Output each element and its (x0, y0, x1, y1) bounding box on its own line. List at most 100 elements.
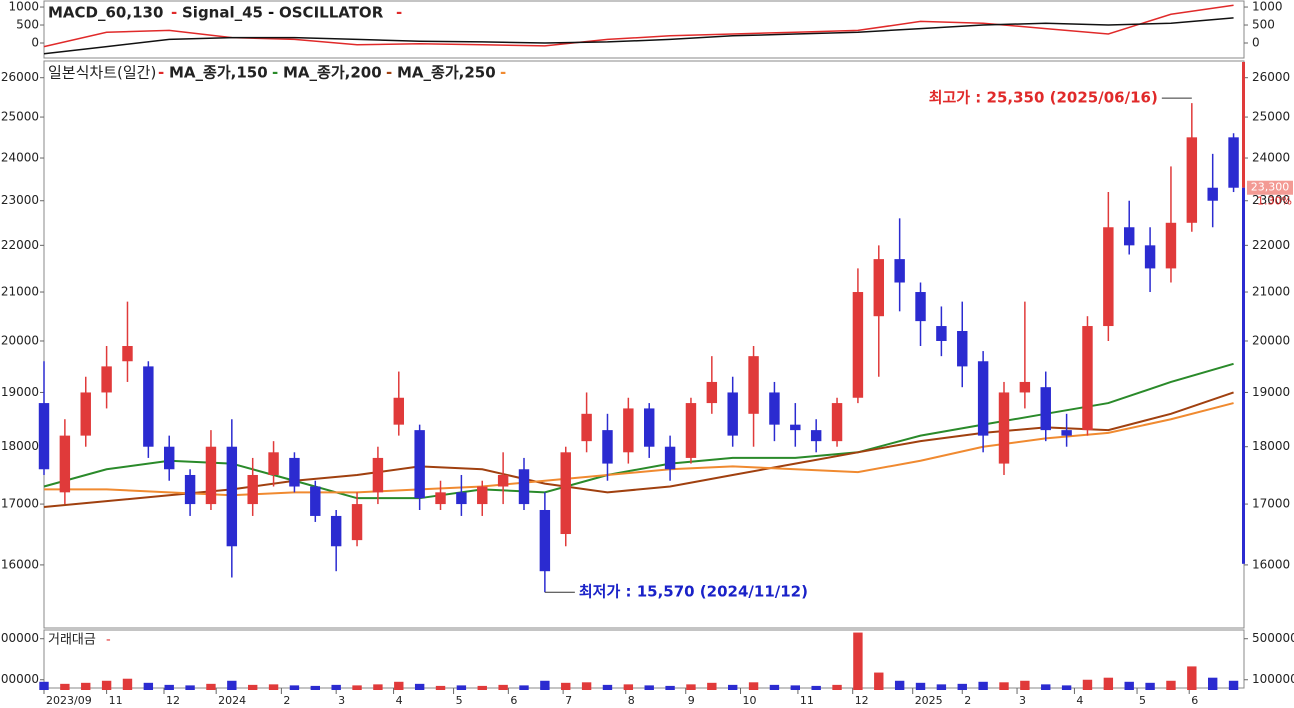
volume-bar (853, 632, 863, 690)
x-tick-label: 10 (743, 694, 757, 707)
x-tick-label: 6 (510, 694, 517, 707)
candle-body (977, 361, 989, 436)
y-tick-label: 18000 (1, 439, 39, 453)
candle-body (164, 446, 175, 470)
y-tick-label: 17000 (1252, 497, 1290, 511)
candle-body (664, 446, 676, 470)
candle-body (748, 356, 759, 414)
volume-bar (227, 680, 237, 690)
volume-bar (101, 680, 112, 690)
y-tick-label: 24000 (1, 151, 39, 165)
candle-body (456, 492, 467, 505)
y-tick-label: 25000 (1, 110, 39, 124)
legend-label: MA_종가,250 (397, 64, 496, 82)
candle-body (247, 474, 258, 505)
candle-body (414, 430, 425, 499)
y-tick-label: 0 (31, 36, 39, 50)
volume-bar (915, 682, 926, 690)
volume-bar (936, 684, 947, 690)
y-tick-label: 24000 (1252, 151, 1290, 165)
legend-label: MA_종가,150 (169, 64, 268, 82)
y-tick-label: 1000 (1252, 0, 1283, 14)
y-tick-label: 18000 (1252, 439, 1290, 453)
y-tick-label: 500000 (0, 631, 39, 645)
candle-body (1207, 187, 1218, 201)
candle-body (184, 474, 196, 505)
y-tick-label: 19000 (1252, 385, 1290, 399)
candle-body (477, 486, 488, 505)
volume-bar (832, 684, 842, 690)
price-bar-down (1242, 187, 1245, 564)
x-tick-label: 7 (565, 694, 572, 707)
x-tick-label: 4 (396, 694, 403, 707)
candle-body (268, 452, 279, 475)
volume-bar (435, 685, 446, 690)
volume-bar (39, 681, 49, 690)
y-tick-label: 16000 (1252, 557, 1290, 571)
volume-bar (644, 685, 654, 690)
y-tick-label: 500 (16, 18, 39, 32)
x-tick-label: 2 (283, 694, 290, 707)
candle-body (393, 397, 404, 425)
volume-bar (957, 683, 967, 690)
volume-bar (686, 684, 696, 690)
y-tick-label: 22000 (1252, 238, 1290, 252)
volume-bar (707, 682, 717, 690)
candle-body (623, 408, 634, 453)
volume-bar (894, 680, 905, 690)
volume-bar (540, 680, 550, 690)
legend-marker: - (272, 64, 278, 82)
x-tick-label: 2024 (218, 694, 246, 707)
x-tick-label: 6 (1191, 694, 1198, 707)
volume-bar (122, 678, 133, 690)
volume-bar (268, 684, 279, 690)
x-tick-label: 11 (109, 694, 123, 707)
y-tick-label: 16000 (1, 557, 39, 571)
candle-body (831, 403, 843, 442)
volume-bar (623, 684, 634, 690)
candle-body (644, 408, 655, 447)
volume-bar (185, 685, 195, 690)
x-tick-label: 12 (855, 694, 869, 707)
candle-body (852, 292, 864, 398)
x-tick-label: 3 (338, 694, 345, 707)
x-tick-label: 5 (456, 694, 463, 707)
volume-bar (1020, 680, 1030, 690)
volume-bar (790, 685, 800, 690)
volume-bar (874, 672, 884, 690)
volume-bar (519, 685, 529, 690)
volume-bar (289, 685, 300, 690)
x-tick-label: 12 (166, 694, 180, 707)
candle-body (289, 457, 300, 487)
candle-body (205, 446, 217, 505)
volume-bar (999, 682, 1009, 690)
moving-average (43, 391, 1234, 509)
candle-body (727, 392, 738, 436)
volume-bar (665, 685, 675, 690)
y-tick-label: 22000 (1, 238, 39, 252)
candle-body (560, 452, 571, 535)
volume-bar (748, 682, 759, 690)
volume-bar (206, 683, 216, 690)
legend-marker: - (268, 4, 274, 22)
last-price: 23,300 (1251, 181, 1290, 194)
candle-body (706, 381, 718, 404)
legend-label: MACD_60,130 (48, 4, 163, 22)
annotation: 최고가 : 25,350 (2025/06/16) (929, 89, 1158, 107)
price-change: 1.30% (1257, 195, 1292, 208)
candle-body (1144, 245, 1156, 269)
volume-bar (769, 684, 780, 690)
candle-body (915, 292, 926, 322)
y-tick-label: 21000 (1, 285, 39, 299)
volume-bar (978, 681, 988, 690)
volume-bar (456, 685, 467, 690)
candle-body (581, 413, 592, 442)
volume-bar (602, 684, 613, 690)
candle-body (1186, 137, 1198, 223)
candle-body (1061, 430, 1072, 436)
x-tick-label: 8 (628, 694, 635, 707)
y-tick-label: 23000 (1, 193, 39, 207)
volume-bar (414, 683, 425, 690)
y-tick-label: 100000 (1252, 672, 1294, 686)
